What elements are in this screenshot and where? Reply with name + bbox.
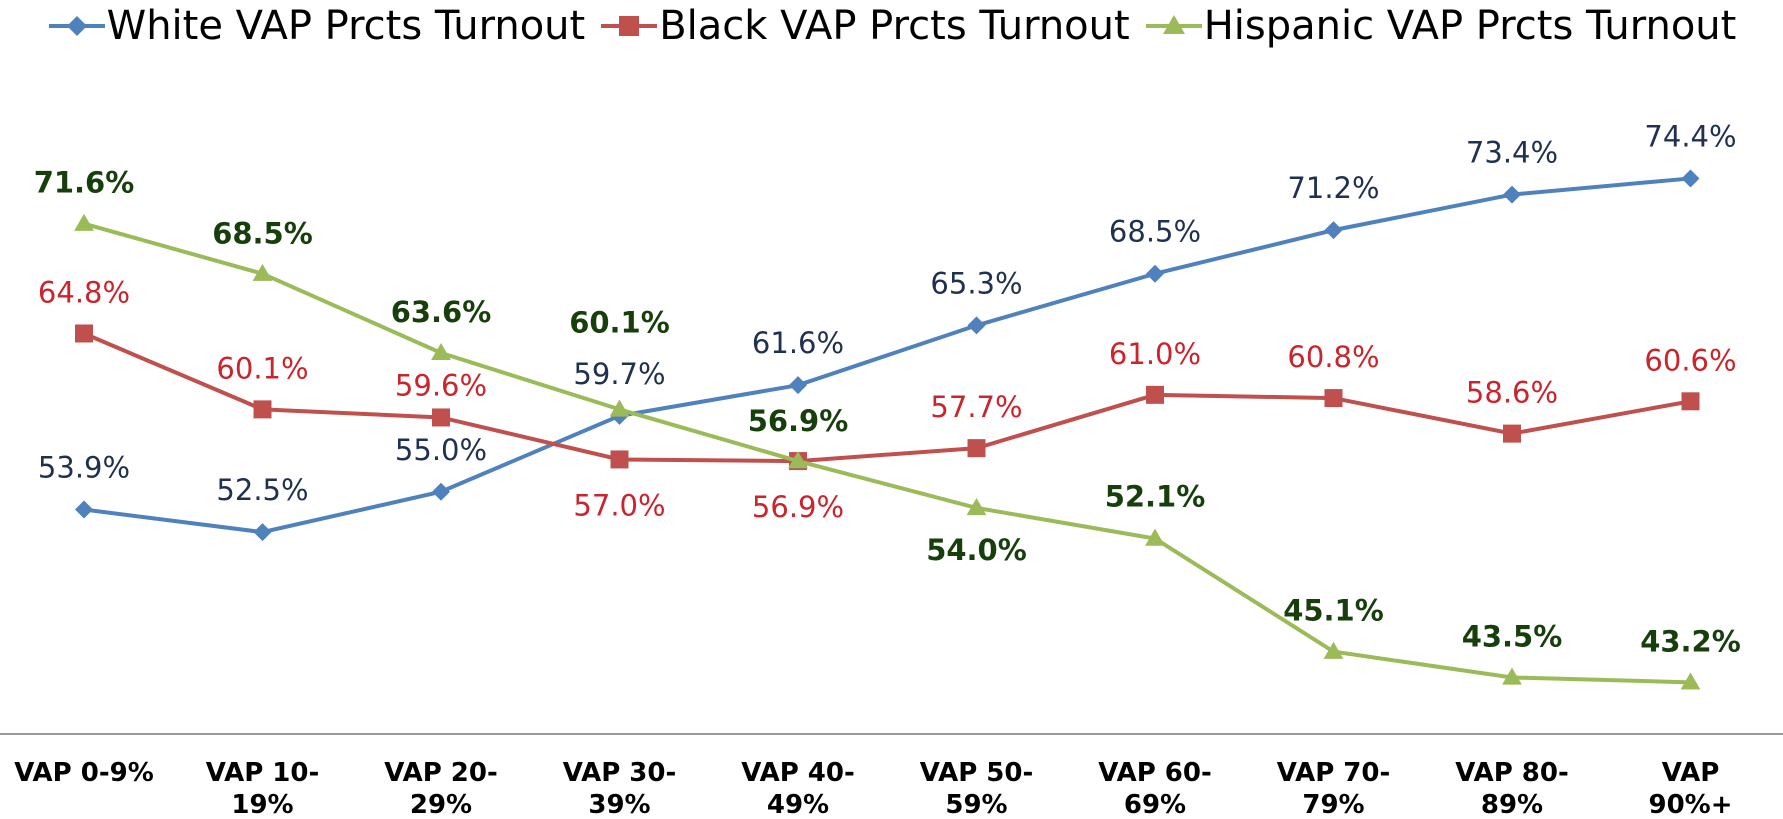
data-label: 60.1% <box>569 305 670 339</box>
data-label: 60.1% <box>216 351 308 385</box>
data-label: 52.5% <box>216 473 308 507</box>
marker <box>610 450 629 469</box>
data-label: 56.9% <box>752 490 844 524</box>
marker <box>1146 264 1164 283</box>
data-label: 61.0% <box>1109 337 1201 371</box>
legend: White VAP Prcts Turnout Black VAP Prcts T… <box>0 0 1783 52</box>
marker <box>1503 424 1521 443</box>
data-label: 52.1% <box>1105 480 1206 514</box>
data-label: 55.0% <box>395 433 487 467</box>
data-label: 63.6% <box>391 295 492 329</box>
marker <box>432 482 450 501</box>
x-tick-label: VAP 90%+ <box>1648 758 1733 819</box>
data-label: 73.4% <box>1466 136 1558 170</box>
data-label: 43.5% <box>1462 619 1563 653</box>
data-label: 65.3% <box>930 266 1022 300</box>
data-label: 60.6% <box>1644 343 1736 377</box>
x-tick-label: VAP 80-89% <box>1455 758 1569 819</box>
x-tick-label: VAP 10-19% <box>205 758 320 819</box>
marker <box>1681 392 1700 411</box>
data-label: 56.9% <box>748 404 849 438</box>
data-label: 43.2% <box>1640 624 1741 658</box>
data-label: 57.7% <box>930 390 1022 424</box>
marker <box>253 523 272 542</box>
data-label: 57.0% <box>573 488 665 522</box>
marker <box>431 342 451 361</box>
x-tick-label: VAP 60-69% <box>1098 758 1212 819</box>
x-tick-label: VAP 0-9% <box>14 758 154 788</box>
data-label: 64.8% <box>38 275 130 309</box>
marker <box>789 376 807 395</box>
data-label: 59.7% <box>573 357 665 391</box>
data-label: 68.5% <box>212 217 313 251</box>
marker <box>1503 185 1521 204</box>
marker <box>1680 672 1701 690</box>
x-tick-label: VAP 30-39% <box>562 758 677 819</box>
marker <box>619 16 640 36</box>
series-line <box>83 221 1691 685</box>
legend-label: White VAP Prcts Turnout <box>106 3 586 49</box>
data-label: 71.6% <box>34 166 135 200</box>
marker <box>1162 15 1185 34</box>
marker <box>1146 385 1164 404</box>
marker <box>1145 528 1165 546</box>
marker <box>967 439 986 458</box>
x-tick-label: VAP 20-29% <box>384 758 498 819</box>
legend-icon <box>601 16 658 36</box>
marker <box>66 16 87 36</box>
data-label: 53.9% <box>38 451 130 485</box>
marker <box>1323 641 1344 659</box>
marker <box>252 263 273 281</box>
legend-icon <box>48 16 105 36</box>
marker <box>1324 221 1343 240</box>
series-line <box>83 331 1691 464</box>
marker <box>1324 389 1343 408</box>
x-tick-label: VAP 40-49% <box>741 758 855 819</box>
legend-label: Black VAP Prcts Turnout <box>659 3 1130 49</box>
data-label: 60.8% <box>1287 340 1379 374</box>
legend-icon <box>1145 15 1202 34</box>
legend-item: Hispanic VAP Prcts Turnout <box>1144 3 1737 49</box>
data-label: 71.2% <box>1287 171 1379 205</box>
data-label: 74.4% <box>1644 119 1736 153</box>
data-label: 59.6% <box>395 368 487 402</box>
marker <box>609 399 630 417</box>
marker <box>432 408 450 427</box>
marker <box>253 400 272 419</box>
marker <box>1681 169 1700 188</box>
marker <box>967 316 986 335</box>
data-label: 54.0% <box>926 533 1027 567</box>
legend-label: Hispanic VAP Prcts Turnout <box>1203 3 1737 49</box>
marker <box>75 500 93 519</box>
data-label: 68.5% <box>1109 215 1201 249</box>
data-label: 61.6% <box>752 326 844 360</box>
x-tick-label: VAP 50-59% <box>919 758 1034 819</box>
marker <box>75 324 93 343</box>
legend-item: Black VAP Prcts Turnout <box>599 3 1130 49</box>
marker <box>966 498 987 516</box>
series-line <box>83 176 1691 535</box>
data-label: 58.6% <box>1466 376 1558 410</box>
marker <box>1502 667 1522 685</box>
legend-item: White VAP Prcts Turnout <box>47 3 586 49</box>
data-label: 45.1% <box>1283 594 1384 628</box>
x-tick-label: VAP 70-79% <box>1276 758 1391 819</box>
marker <box>788 451 808 469</box>
marker <box>74 213 94 231</box>
